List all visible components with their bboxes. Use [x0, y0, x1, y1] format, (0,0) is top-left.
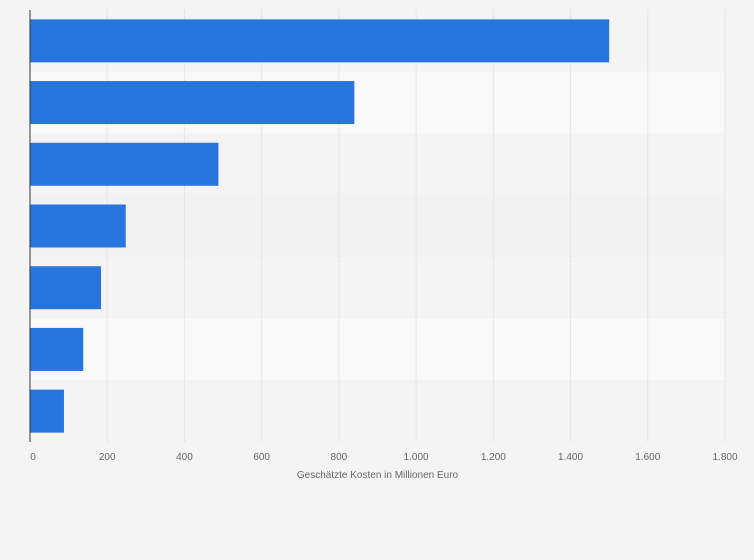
- x-tick-label: 400: [176, 452, 193, 463]
- x-tick-labels: 0 200 400 600 800 1.000 1.200 1.400 1.600 1.800: [30, 452, 738, 463]
- bar: [30, 389, 64, 433]
- x-tick-label: 0: [30, 452, 36, 463]
- bars: [30, 19, 610, 433]
- bar: [30, 142, 219, 186]
- row-band: [30, 195, 725, 257]
- x-tick-label: 800: [331, 452, 348, 463]
- bar: [30, 19, 610, 63]
- row-band: [30, 380, 725, 442]
- x-tick-label: 1.400: [558, 452, 583, 463]
- x-tick-label: 200: [99, 452, 116, 463]
- row-bands: [30, 10, 725, 442]
- bar: [30, 81, 355, 125]
- bar: [30, 327, 84, 371]
- row-band: [30, 318, 725, 381]
- bar: [30, 266, 102, 310]
- x-tick-label: 1.200: [481, 452, 506, 463]
- x-tick-label: 600: [253, 452, 270, 463]
- x-tick-label: 1.000: [404, 452, 429, 463]
- x-axis-title: Geschätzte Kosten in Millionen Euro: [297, 470, 459, 481]
- x-tick-label: 1.600: [635, 452, 660, 463]
- bar: [30, 204, 126, 248]
- x-tick-label: 1.800: [712, 452, 737, 463]
- row-band: [30, 256, 725, 319]
